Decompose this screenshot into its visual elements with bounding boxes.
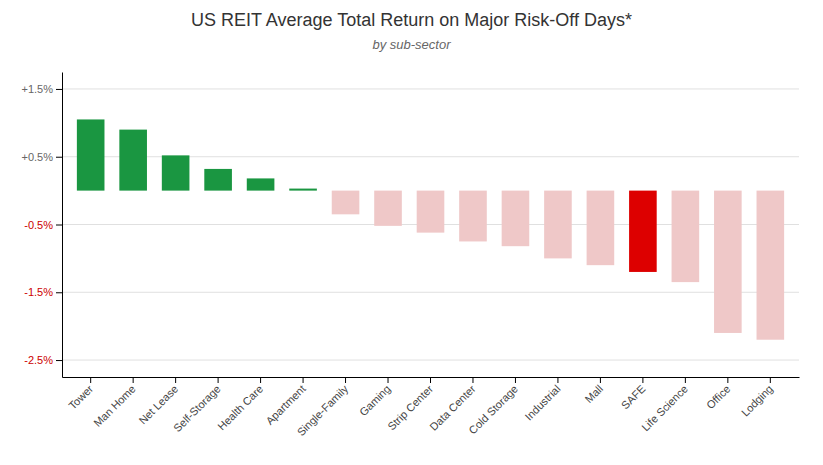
tick: +1.5% [22, 83, 63, 95]
tick: Industrial [523, 377, 563, 423]
bar [417, 191, 445, 233]
tick: -0.5% [24, 219, 62, 231]
tick: Self-Storage [171, 377, 223, 434]
tick: Health Care [215, 377, 265, 433]
tick-label: +1.5% [22, 83, 54, 95]
tick-label: Life Science [639, 383, 690, 434]
tick: Tower [66, 377, 95, 412]
tick-mark [727, 377, 728, 383]
grid-line [62, 360, 799, 361]
tick: Gaming [357, 377, 393, 418]
tick-mark [260, 377, 261, 383]
tick: Net Lease [136, 377, 180, 426]
tick-label: Health Care [215, 383, 265, 433]
tick: -2.5% [24, 354, 62, 366]
grid-line [62, 292, 799, 293]
tick-mark [218, 377, 219, 383]
bar [502, 191, 530, 247]
bar [459, 191, 487, 242]
bar [77, 119, 105, 190]
bar [374, 191, 402, 226]
tick: Mall [582, 377, 605, 405]
tick-mark [515, 377, 516, 383]
tick-mark [557, 377, 558, 383]
tick-mark [388, 377, 389, 383]
tick-mark [175, 377, 176, 383]
bar [204, 169, 232, 191]
tick-mark [133, 377, 134, 383]
tick-mark [770, 377, 771, 383]
tick-mark [56, 292, 62, 293]
tick-label: Apartment [263, 383, 307, 427]
bar [629, 191, 657, 272]
tick-mark [430, 377, 431, 383]
tick: SAFE [619, 377, 648, 411]
bar [714, 191, 742, 333]
tick-label: SAFE [619, 383, 648, 412]
bar [332, 191, 360, 215]
tick: -1.5% [24, 286, 62, 298]
bars [77, 119, 784, 339]
chart-svg: US REIT Average Total Return on Major Ri… [0, 0, 823, 465]
bar [757, 191, 785, 340]
tick-label: Mall [582, 383, 605, 406]
tick-label: Net Lease [136, 383, 180, 427]
tick-label: -2.5% [24, 354, 53, 366]
tick-label: Man Home [91, 383, 138, 430]
title: US REIT Average Total Return on Major Ri… [191, 10, 632, 30]
tick: Lodging [739, 377, 775, 419]
tick-mark [56, 89, 62, 90]
tick-label: Gaming [357, 383, 393, 419]
bar [587, 191, 615, 266]
tick-label: Industrial [523, 383, 563, 423]
tick-label: +0.5% [22, 151, 54, 163]
bar [119, 130, 147, 191]
bar [162, 155, 190, 190]
tick-mark [472, 377, 473, 383]
tick-label: Lodging [739, 383, 775, 419]
tick-label: Office [704, 383, 733, 412]
tick-label: Single-Family [295, 382, 351, 438]
tick-mark [56, 360, 62, 361]
bar [289, 189, 317, 191]
y-axis: -2.5% -1.5% -0.5% +0.5% +1.5% [22, 73, 63, 378]
bar [544, 191, 572, 259]
subtitle: by sub-sector [372, 37, 451, 52]
tick: +0.5% [22, 151, 63, 163]
tick-label: Self-Storage [171, 383, 223, 435]
axis-line [62, 73, 63, 378]
tick-mark [345, 377, 346, 383]
tick-label: -1.5% [24, 286, 53, 298]
tick-mark [90, 377, 91, 383]
tick-label: -0.5% [24, 219, 53, 231]
tick: Life Science [639, 377, 690, 433]
tick: Man Home [91, 377, 138, 429]
bar [672, 191, 700, 283]
tick-mark [642, 377, 643, 383]
tick-mark [56, 157, 62, 158]
chart-container: US REIT Average Total Return on Major Ri… [0, 0, 823, 465]
tick-mark [56, 225, 62, 226]
tick-label: Tower [66, 382, 95, 411]
tick-mark [600, 377, 601, 383]
tick: Cold Storage [466, 377, 520, 436]
tick: Single-Family [295, 377, 351, 438]
x-axis: TowerMan HomeNet LeaseSelf-StorageHealth… [63, 377, 800, 438]
tick-label: Cold Storage [466, 383, 520, 437]
tick: Office [704, 377, 733, 411]
tick-mark [303, 377, 304, 383]
bar [247, 178, 275, 190]
tick: Apartment [263, 377, 307, 427]
tick-mark [685, 377, 686, 383]
grid [62, 89, 799, 360]
grid-line [62, 88, 799, 89]
